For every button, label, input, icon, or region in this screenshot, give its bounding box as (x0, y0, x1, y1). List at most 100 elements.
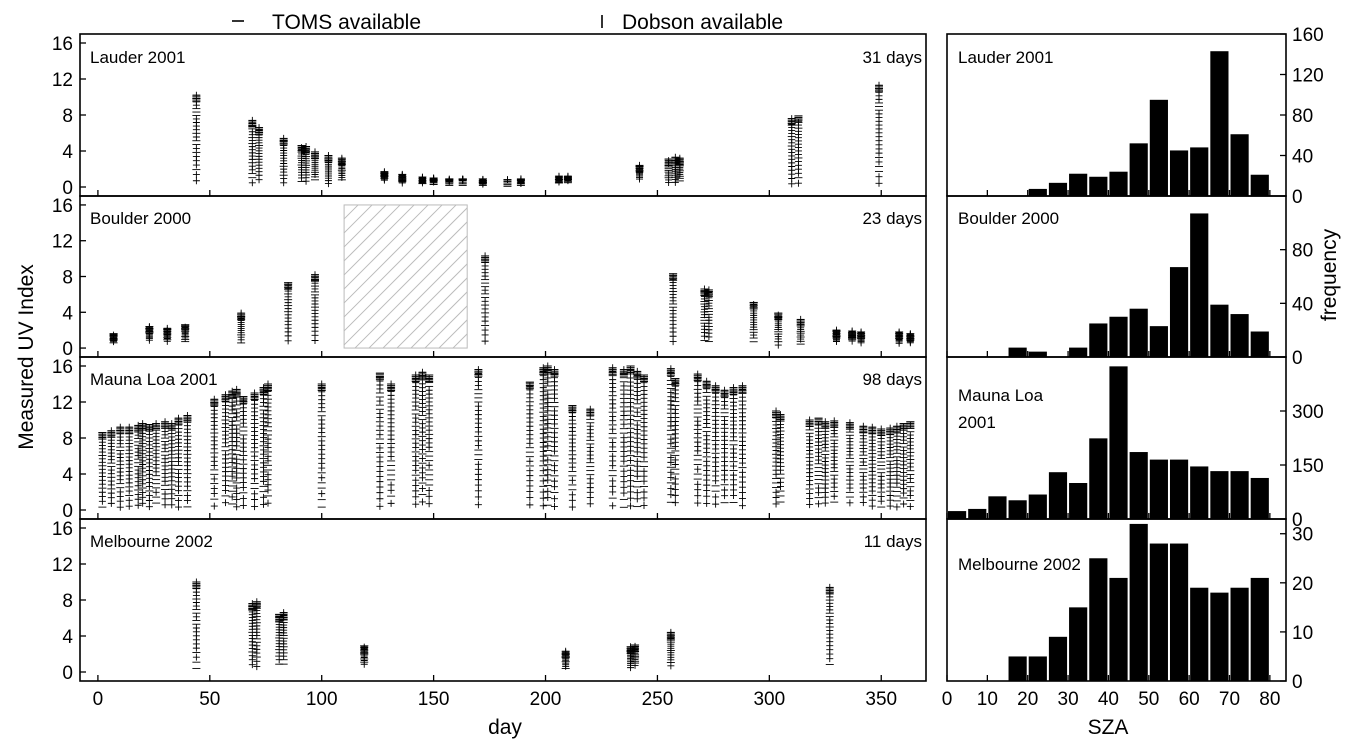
day-column (868, 423, 877, 510)
data-point (152, 446, 160, 454)
histogram-bar (1230, 587, 1249, 681)
histogram-bar (1210, 592, 1229, 681)
day-column (895, 328, 904, 347)
data-point (671, 491, 679, 499)
day-column (899, 423, 908, 508)
day-column (311, 148, 319, 181)
data-point (526, 457, 534, 465)
data-point (667, 454, 675, 462)
day-column (264, 380, 272, 507)
sza-y-tick-label: 120 (1292, 66, 1324, 87)
day-column (832, 326, 841, 346)
data-point (738, 433, 746, 441)
data-point (139, 443, 147, 451)
data-point (318, 416, 326, 424)
day-column (360, 643, 369, 668)
data-point (125, 502, 133, 510)
data-point (806, 501, 814, 509)
legend-toms-label: TOMS available (272, 11, 421, 34)
data-point (526, 402, 534, 410)
data-point (183, 454, 191, 462)
sza-y-tick-label: 80 (1292, 106, 1313, 127)
data-point (627, 494, 635, 502)
data-point (730, 398, 738, 406)
data-point (868, 502, 876, 510)
data-point (738, 468, 746, 476)
no-data-hatch (343, 221, 468, 346)
sza-x-tick-label: 20 (1017, 689, 1038, 710)
data-point (481, 326, 489, 334)
day-column (192, 578, 201, 669)
day-column (669, 273, 678, 346)
data-point (418, 498, 426, 506)
data-point (116, 450, 124, 458)
data-point (550, 374, 558, 382)
day-column (776, 411, 785, 503)
data-point (568, 491, 576, 499)
histogram-bar (1008, 347, 1027, 357)
data-point (251, 452, 259, 460)
data-point (667, 468, 675, 476)
data-point (161, 462, 169, 470)
histogram-bar (1230, 134, 1249, 196)
day-column (830, 417, 839, 503)
data-point (777, 466, 785, 474)
data-point (830, 492, 838, 500)
data-point (877, 472, 885, 480)
data-point (906, 503, 914, 511)
uv-x-tick-label: 150 (418, 689, 450, 710)
data-point (586, 444, 594, 452)
day-column (563, 172, 572, 185)
histogram-bar (1210, 304, 1229, 357)
data-point (772, 421, 780, 429)
data-point (228, 493, 236, 501)
data-point (627, 429, 635, 437)
data-point (721, 428, 729, 436)
data-point (174, 450, 182, 458)
data-point (221, 499, 229, 507)
data-point (609, 477, 617, 485)
uv-y-tick-label: 0 (62, 501, 73, 522)
data-point (526, 501, 534, 509)
no-data-hatch (368, 249, 468, 349)
data-point (620, 420, 628, 428)
data-point (183, 436, 191, 444)
data-point (412, 439, 420, 447)
data-point (703, 457, 711, 465)
data-point (633, 457, 641, 465)
data-point (251, 423, 259, 431)
uv-y-tick-label: 12 (52, 393, 73, 414)
data-point (221, 451, 229, 459)
data-point (376, 431, 384, 439)
data-point (640, 494, 648, 502)
data-point (712, 405, 720, 413)
data-point (886, 502, 894, 510)
histogram-bar (1109, 577, 1128, 681)
data-point (694, 430, 702, 438)
data-point (609, 376, 617, 384)
sza-x-tick-label: 70 (1219, 689, 1240, 710)
day-column (671, 153, 680, 186)
data-point (412, 426, 420, 434)
day-column (848, 327, 857, 345)
data-point (875, 179, 883, 187)
data-point (481, 337, 489, 345)
data-point (251, 461, 259, 469)
data-point (260, 459, 268, 467)
no-data-hatch (410, 291, 468, 349)
data-point (125, 496, 133, 504)
day-column (845, 419, 854, 507)
data-point (107, 466, 115, 474)
data-point (376, 422, 384, 430)
histogram-bar (1149, 326, 1168, 357)
histogram-bar (1089, 323, 1108, 357)
data-point (474, 402, 482, 410)
data-point (669, 291, 677, 299)
data-point (221, 427, 229, 435)
data-point (667, 435, 675, 443)
sza-y-tick-label: 80 (1292, 241, 1313, 262)
data-point (859, 472, 867, 480)
data-point (139, 499, 147, 507)
day-column (252, 598, 261, 671)
data-point (671, 475, 679, 483)
